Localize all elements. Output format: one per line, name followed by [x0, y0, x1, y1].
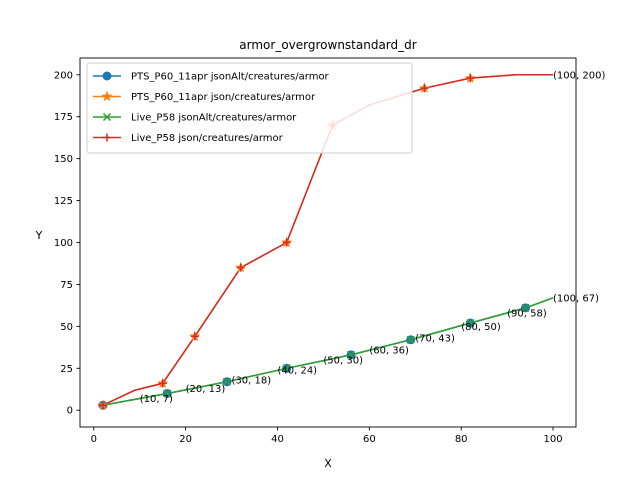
x-tick-label: 40 [271, 434, 284, 445]
x-axis-label: X [324, 457, 332, 470]
data-label: (100, 200) [553, 70, 605, 81]
series-3-marker [466, 318, 475, 328]
y-tick-label: 150 [54, 154, 73, 165]
legend-label: Live_P58 jsonAlt/creatures/armor [131, 113, 297, 124]
legend: PTS_P60_11apr jsonAlt/creatures/armor PTS… [86, 62, 413, 154]
series-4-marker [236, 263, 245, 272]
series-4-marker [282, 238, 291, 247]
series-3-marker [163, 389, 172, 398]
x-tick-label: 60 [363, 434, 376, 445]
data-label: (90, 58) [507, 308, 547, 319]
y-tick-label: 100 [54, 238, 73, 249]
legend-swatch-marker [103, 133, 111, 142]
y-tick-label: 25 [60, 364, 73, 375]
series-4-marker [466, 74, 475, 83]
legend-swatch-marker [102, 112, 112, 122]
series-3-marker [406, 335, 415, 344]
y-axis-label: Y [35, 229, 43, 242]
data-label: (10, 7) [140, 394, 173, 405]
series-3-marker [521, 303, 530, 312]
data-label: (60, 36) [369, 345, 409, 356]
data-label: (50, 30) [323, 355, 363, 366]
series-4-marker [190, 332, 199, 341]
series-3-marker [346, 350, 355, 359]
y-tick-label: 125 [54, 196, 73, 207]
y-tick-label: 0 [67, 406, 73, 417]
data-label: (20, 13) [186, 384, 226, 395]
x-tick-label: 0 [91, 434, 97, 445]
legend-box [86, 62, 413, 154]
series-4-marker [420, 84, 429, 93]
legend-label: PTS_P60_11apr json/creatures/armor [131, 92, 316, 103]
y-tick-label: 200 [54, 70, 73, 81]
data-label: (70, 43) [415, 334, 455, 345]
legend-swatch-marker [102, 71, 112, 81]
legend-label: Live_P58 json/creatures/armor [131, 133, 284, 144]
y-tick-label: 75 [60, 280, 73, 291]
axis-ticks: 0 20 40 60 80 100 0 25 50 75 100 125 150 175 200 [54, 57, 577, 445]
data-label: (30, 18) [232, 376, 272, 387]
data-label: (80, 50) [461, 322, 501, 333]
y-tick-label: 50 [60, 322, 73, 333]
x-tick-label: 100 [543, 434, 562, 445]
chart-title: armor_overgrownstandard_dr [239, 38, 416, 52]
x-tick-label: 20 [179, 434, 192, 445]
x-tick-label: 80 [455, 434, 468, 445]
series-line-3 [98, 297, 554, 406]
legend-swatch-marker [101, 90, 113, 102]
data-label: (40, 24) [277, 365, 317, 376]
series-3-marker [282, 364, 291, 373]
legend-label: PTS_P60_11apr jsonAlt/creatures/armor [131, 72, 330, 83]
series-3-marker [222, 377, 231, 386]
series-4-marker [158, 379, 167, 388]
y-tick-label: 175 [54, 112, 73, 123]
series-4-marker [98, 401, 107, 410]
